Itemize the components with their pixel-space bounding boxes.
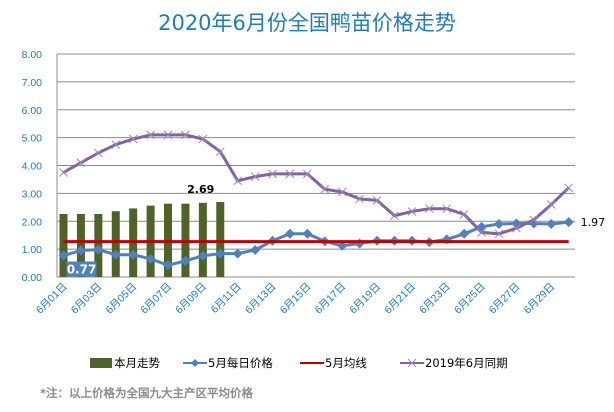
y-tick-label: 1.00: [22, 244, 43, 256]
data-point: [354, 238, 365, 249]
data-point: [181, 130, 190, 140]
data-point: [355, 194, 364, 204]
x-tick-label: 6月27日: [487, 281, 523, 317]
data-point: [303, 169, 312, 179]
data-point: [215, 248, 226, 259]
x-tick-label: 6月23日: [417, 281, 453, 317]
data-point: [180, 255, 191, 266]
x-tick-label: 6月03日: [69, 281, 105, 317]
x-tick-label: 6月17日: [313, 281, 349, 317]
legend-marker: [191, 359, 199, 367]
data-point: [459, 209, 469, 219]
data-point: [93, 148, 103, 158]
legend-label: 5月均线: [325, 356, 367, 370]
bar: [111, 211, 120, 277]
data-point: [75, 245, 86, 256]
data-point: [390, 211, 399, 221]
data-point: [563, 217, 574, 228]
legend-swatch: [90, 358, 112, 368]
data-label-box: [66, 261, 97, 277]
y-tick-label: 2.00: [22, 216, 43, 228]
bar: [76, 214, 85, 277]
data-label-last-blue: 1.97: [581, 216, 606, 229]
data-point: [302, 228, 313, 239]
series-line: [62, 133, 570, 236]
data-point: [424, 204, 434, 214]
bar: [198, 202, 207, 277]
footnote: *注：以上价格为全国九大主产区平均价格: [40, 386, 254, 400]
data-point: [128, 134, 138, 144]
data-point: [111, 140, 121, 149]
data-label-first-blue: 0.77: [67, 263, 97, 277]
data-point: [337, 240, 348, 251]
x-tick-label: 6月11日: [209, 281, 244, 316]
x-tick-label: 6月19日: [347, 281, 383, 317]
data-point: [407, 207, 417, 216]
y-tick-label: 4.00: [22, 161, 43, 173]
data-point: [459, 228, 470, 239]
data-point: [250, 244, 261, 255]
x-tick-label: 6月25日: [452, 281, 488, 317]
data-point: [215, 147, 225, 156]
data-point: [529, 215, 539, 225]
data-point: [546, 200, 556, 209]
data-point: [93, 244, 104, 255]
x-tick-label: 6月05日: [104, 281, 140, 317]
x-tick-label: 6月13日: [243, 281, 279, 317]
series-line: [63, 220, 569, 267]
data-point: [233, 176, 243, 186]
data-point: [512, 223, 521, 233]
data-point: [268, 169, 277, 179]
data-point: [197, 250, 208, 261]
x-tick-label: 6月29日: [522, 281, 558, 317]
data-point: [250, 172, 260, 182]
legend-marker: [407, 358, 417, 368]
data-point: [337, 187, 347, 197]
legend-label: 2019年6月同期: [425, 356, 508, 370]
data-point: [146, 130, 155, 140]
x-tick-label: 6月07日: [138, 281, 174, 317]
data-point: [372, 195, 382, 205]
data-label-last-bar: 2.69: [187, 183, 214, 196]
data-point: [285, 169, 295, 179]
data-point: [58, 250, 69, 261]
data-point: [128, 249, 139, 260]
data-point: [198, 134, 208, 144]
data-point: [163, 260, 174, 271]
data-point: [477, 228, 486, 237]
legend-label: 本月走势: [114, 356, 160, 370]
data-point: [494, 229, 504, 239]
data-point: [76, 158, 86, 168]
bar: [216, 202, 225, 277]
data-point: [59, 168, 68, 177]
data-point: [494, 219, 504, 230]
x-tick-label: 6月09日: [173, 281, 209, 317]
chart-title: 2020年6月份全国鸭苗价格走势: [158, 11, 456, 35]
data-point: [442, 204, 452, 214]
data-point: [320, 184, 330, 194]
data-point: [163, 130, 173, 140]
bar: [59, 214, 68, 277]
data-point: [110, 249, 121, 260]
y-tick-label: 7.00: [22, 77, 43, 89]
x-tick-label: 6月21日: [382, 281, 418, 317]
y-tick-label: 5.00: [22, 133, 43, 145]
legend-label: 5月每日价格: [208, 356, 273, 370]
data-point: [145, 253, 156, 264]
y-tick-label: 0.00: [22, 272, 43, 284]
data-point: [546, 219, 557, 230]
x-tick-label: 6月01日: [34, 281, 70, 317]
y-tick-label: 6.00: [22, 105, 43, 117]
y-tick-label: 3.00: [22, 188, 43, 200]
data-point: [564, 183, 574, 193]
data-point: [232, 248, 243, 259]
x-tick-label: 6月15日: [278, 281, 314, 317]
y-tick-label: 8.00: [22, 49, 43, 61]
data-point: [284, 228, 295, 239]
